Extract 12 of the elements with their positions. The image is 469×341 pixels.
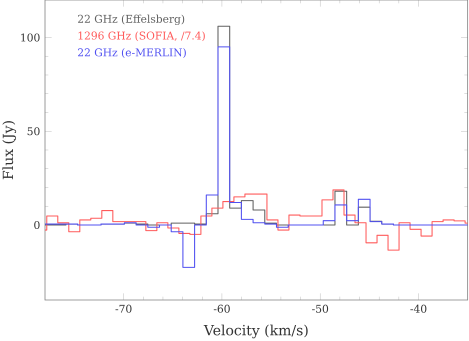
y-tick-label: 100 [21,33,40,42]
x-tick-label: -60 [214,304,230,313]
x-tick-label: -70 [116,304,132,313]
y-tick-label: 0 [34,220,40,230]
x-axis-title: Velocity (km/s) [204,324,308,338]
text: 22 GHz (Effelsberg) [78,14,184,26]
y-tick-label: 50 [28,127,40,136]
x-tick-label: -50 [312,304,328,313]
y-axis-title: Flux (Jy) [2,121,16,180]
text: 1296 GHz (SOFIA, /7.4) [78,31,205,42]
text: 22 GHz (e-MERLIN) [78,48,186,58]
x-tick-label: -40 [410,304,426,313]
